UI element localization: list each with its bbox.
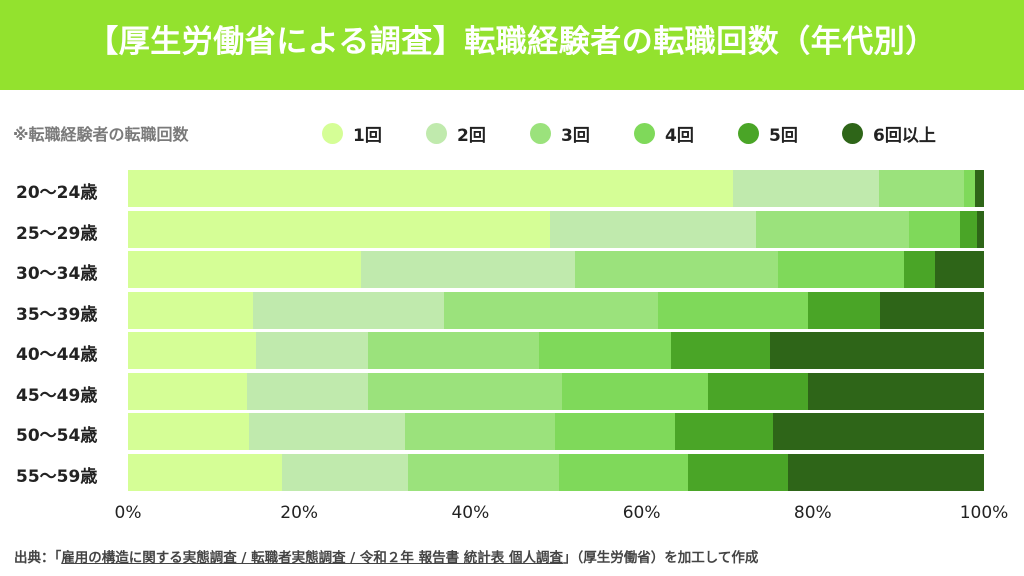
- bar-segment: [787, 453, 984, 491]
- bar-segment: [904, 251, 936, 288]
- source-citation: 出典：「雇用の構造に関する実態調査 / 転職者実態調査 / 令和２年 報告書 統…: [14, 546, 758, 566]
- bar-segment: [128, 251, 361, 288]
- bar-segment: [252, 291, 444, 329]
- legend-label: 1回: [353, 126, 382, 146]
- bar-segment: [128, 372, 247, 410]
- source-link[interactable]: 雇用の構造に関する実態調査 / 転職者実態調査 / 令和２年 報告書 統計表 個…: [61, 550, 564, 566]
- x-axis-tick: 60%: [622, 503, 661, 523]
- chart-subtitle: ※転職経験者の転職回数: [13, 125, 189, 144]
- bar-row: [128, 251, 984, 288]
- y-axis-label: 20〜24歳: [16, 183, 98, 203]
- x-axis-tick: 100%: [959, 503, 1009, 523]
- source-prefix: 出典：「: [14, 550, 62, 566]
- bar-segment: [128, 291, 253, 329]
- bar-segment: [367, 332, 539, 369]
- legend-label: 6回以上: [873, 126, 936, 146]
- bar-segment: [977, 210, 984, 248]
- legend-item: 4回: [634, 121, 694, 146]
- chart-title: 【厚生労働省による調査】転職経験者の転職回数（年代別）: [87, 23, 937, 60]
- bar-segment: [879, 291, 984, 329]
- legend-label: 2回: [457, 126, 486, 146]
- bar-segment: [878, 170, 965, 207]
- legend-swatch-icon: [530, 123, 551, 144]
- bar-segment: [555, 413, 675, 450]
- x-axis-tick: 40%: [451, 503, 490, 523]
- bar-row: [128, 453, 984, 491]
- bar-segment: [975, 170, 984, 207]
- bar-segment: [657, 291, 809, 329]
- bar-segment: [443, 291, 658, 329]
- bar-segment: [360, 251, 575, 288]
- bar-segment: [367, 372, 562, 410]
- bar-segment: [128, 170, 734, 207]
- bar-segment: [561, 372, 709, 410]
- bar-segment: [256, 332, 368, 369]
- legend-item: 1回: [322, 121, 382, 146]
- bar-segment: [407, 453, 559, 491]
- bar-segment: [674, 413, 773, 450]
- y-axis-label: 35〜39歳: [16, 304, 98, 325]
- bar-segment: [248, 413, 406, 450]
- bar-row: [128, 372, 984, 410]
- bar-segment: [733, 170, 879, 207]
- legend-label: 5回: [769, 126, 798, 146]
- y-axis-label: 40〜44歳: [16, 345, 98, 365]
- bar-segment: [128, 210, 550, 248]
- bar-segment: [960, 210, 978, 248]
- bar-segment: [574, 251, 778, 288]
- legend-label: 3回: [561, 126, 590, 146]
- bar-segment: [908, 210, 960, 248]
- bar-segment: [558, 453, 688, 491]
- bar-segment: [550, 210, 757, 248]
- legend-item: 2回: [426, 121, 486, 146]
- bar-segment: [128, 453, 283, 491]
- bar-segment: [708, 372, 809, 410]
- bar-segment: [772, 413, 984, 450]
- bar-segment: [777, 251, 905, 288]
- x-axis-tick: 20%: [280, 503, 319, 523]
- bar-segment: [808, 291, 880, 329]
- bar-segment: [405, 413, 556, 450]
- legend-item: 5回: [738, 121, 798, 146]
- bar-row: [128, 332, 984, 369]
- bar-row: [128, 291, 984, 329]
- y-axis-label: 55〜59歳: [16, 466, 98, 487]
- legend-swatch-icon: [842, 123, 863, 144]
- bar-segment: [756, 210, 909, 248]
- x-axis-tick: 80%: [793, 503, 832, 523]
- legend-swatch-icon: [738, 123, 759, 144]
- legend-item: 3回: [530, 121, 590, 146]
- bar-segment: [128, 413, 249, 450]
- bar-segment: [935, 251, 984, 288]
- source-suffix: 」（厚生労働省）を加工して作成: [563, 550, 759, 566]
- bar-row: [128, 210, 984, 248]
- bar-segment: [687, 453, 788, 491]
- bar-segment: [282, 453, 408, 491]
- bar-segment: [538, 332, 671, 369]
- bar-segment: [974, 170, 976, 207]
- y-axis-label: 50〜54歳: [16, 426, 98, 446]
- x-axis-tick: 0%: [114, 503, 142, 523]
- bar-row: [128, 413, 984, 450]
- legend-swatch-icon: [322, 123, 343, 144]
- bar-segment: [808, 372, 984, 410]
- bar-segment: [246, 372, 368, 410]
- y-axis-label: 45〜49歳: [16, 385, 98, 406]
- bar-row: [128, 170, 984, 207]
- bar-segment: [128, 332, 257, 369]
- bar-segment: [769, 332, 984, 369]
- y-axis-label: 25〜29歳: [16, 223, 98, 244]
- legend-swatch-icon: [634, 123, 655, 144]
- legend-swatch-icon: [426, 123, 447, 144]
- bar-segment: [670, 332, 770, 369]
- legend-label: 4回: [665, 126, 694, 146]
- legend-item: 6回以上: [842, 121, 936, 146]
- y-axis-label: 30〜34歳: [16, 264, 98, 284]
- bar-segment: [964, 170, 975, 207]
- title-banner: 【厚生労働省による調査】転職経験者の転職回数（年代別）: [0, 0, 1024, 90]
